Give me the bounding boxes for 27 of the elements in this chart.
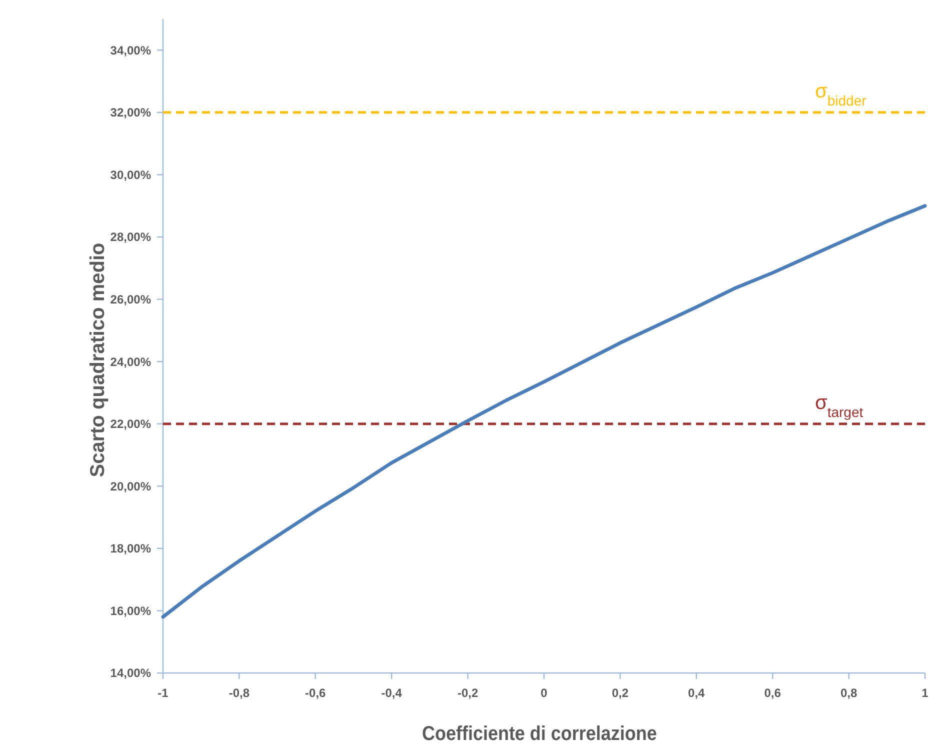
line-series: [161, 204, 927, 619]
x-tick-label: 1: [922, 686, 929, 700]
ref-line-label: σ$_{target}$: [815, 392, 864, 420]
y-tick-label: 32,00%: [110, 106, 152, 120]
y-tick-label: 14,00%: [110, 666, 152, 680]
y-tick-label: 24,00%: [110, 354, 152, 369]
y-axis-title: Scarto quadratico medio: [87, 242, 109, 478]
x-tick-label: 0,4: [688, 686, 706, 700]
y-tick-label: 16,00%: [110, 604, 152, 618]
x-tick-label: 0,2: [612, 686, 629, 700]
x-tick-label: -0,4: [381, 686, 402, 700]
y-tick-label: 20,00%: [110, 479, 152, 494]
y-tick-label: 18,00%: [110, 542, 152, 556]
x-tick-label: -0,8: [228, 686, 250, 700]
x-tick-label: -0,2: [457, 686, 478, 700]
x-tick-label: -1: [158, 686, 169, 700]
y-tick-label: 26,00%: [110, 292, 152, 306]
y-tick-label: 30,00%: [110, 168, 152, 182]
x-tick-label: -0,6: [305, 686, 326, 700]
x-tick-label: 0: [540, 686, 548, 700]
x-tick-label: 0,8: [840, 686, 858, 700]
y-tick-label: 28,00%: [110, 230, 152, 244]
x-tick-label: 0,6: [764, 686, 782, 700]
y-tick-label: 22,00%: [110, 417, 152, 432]
ref-line-label: σ$_{bidder}$: [815, 80, 867, 108]
y-tick-label: 34,00%: [110, 43, 152, 58]
x-axis-title: Coefficiente di correlazione: [422, 723, 657, 746]
